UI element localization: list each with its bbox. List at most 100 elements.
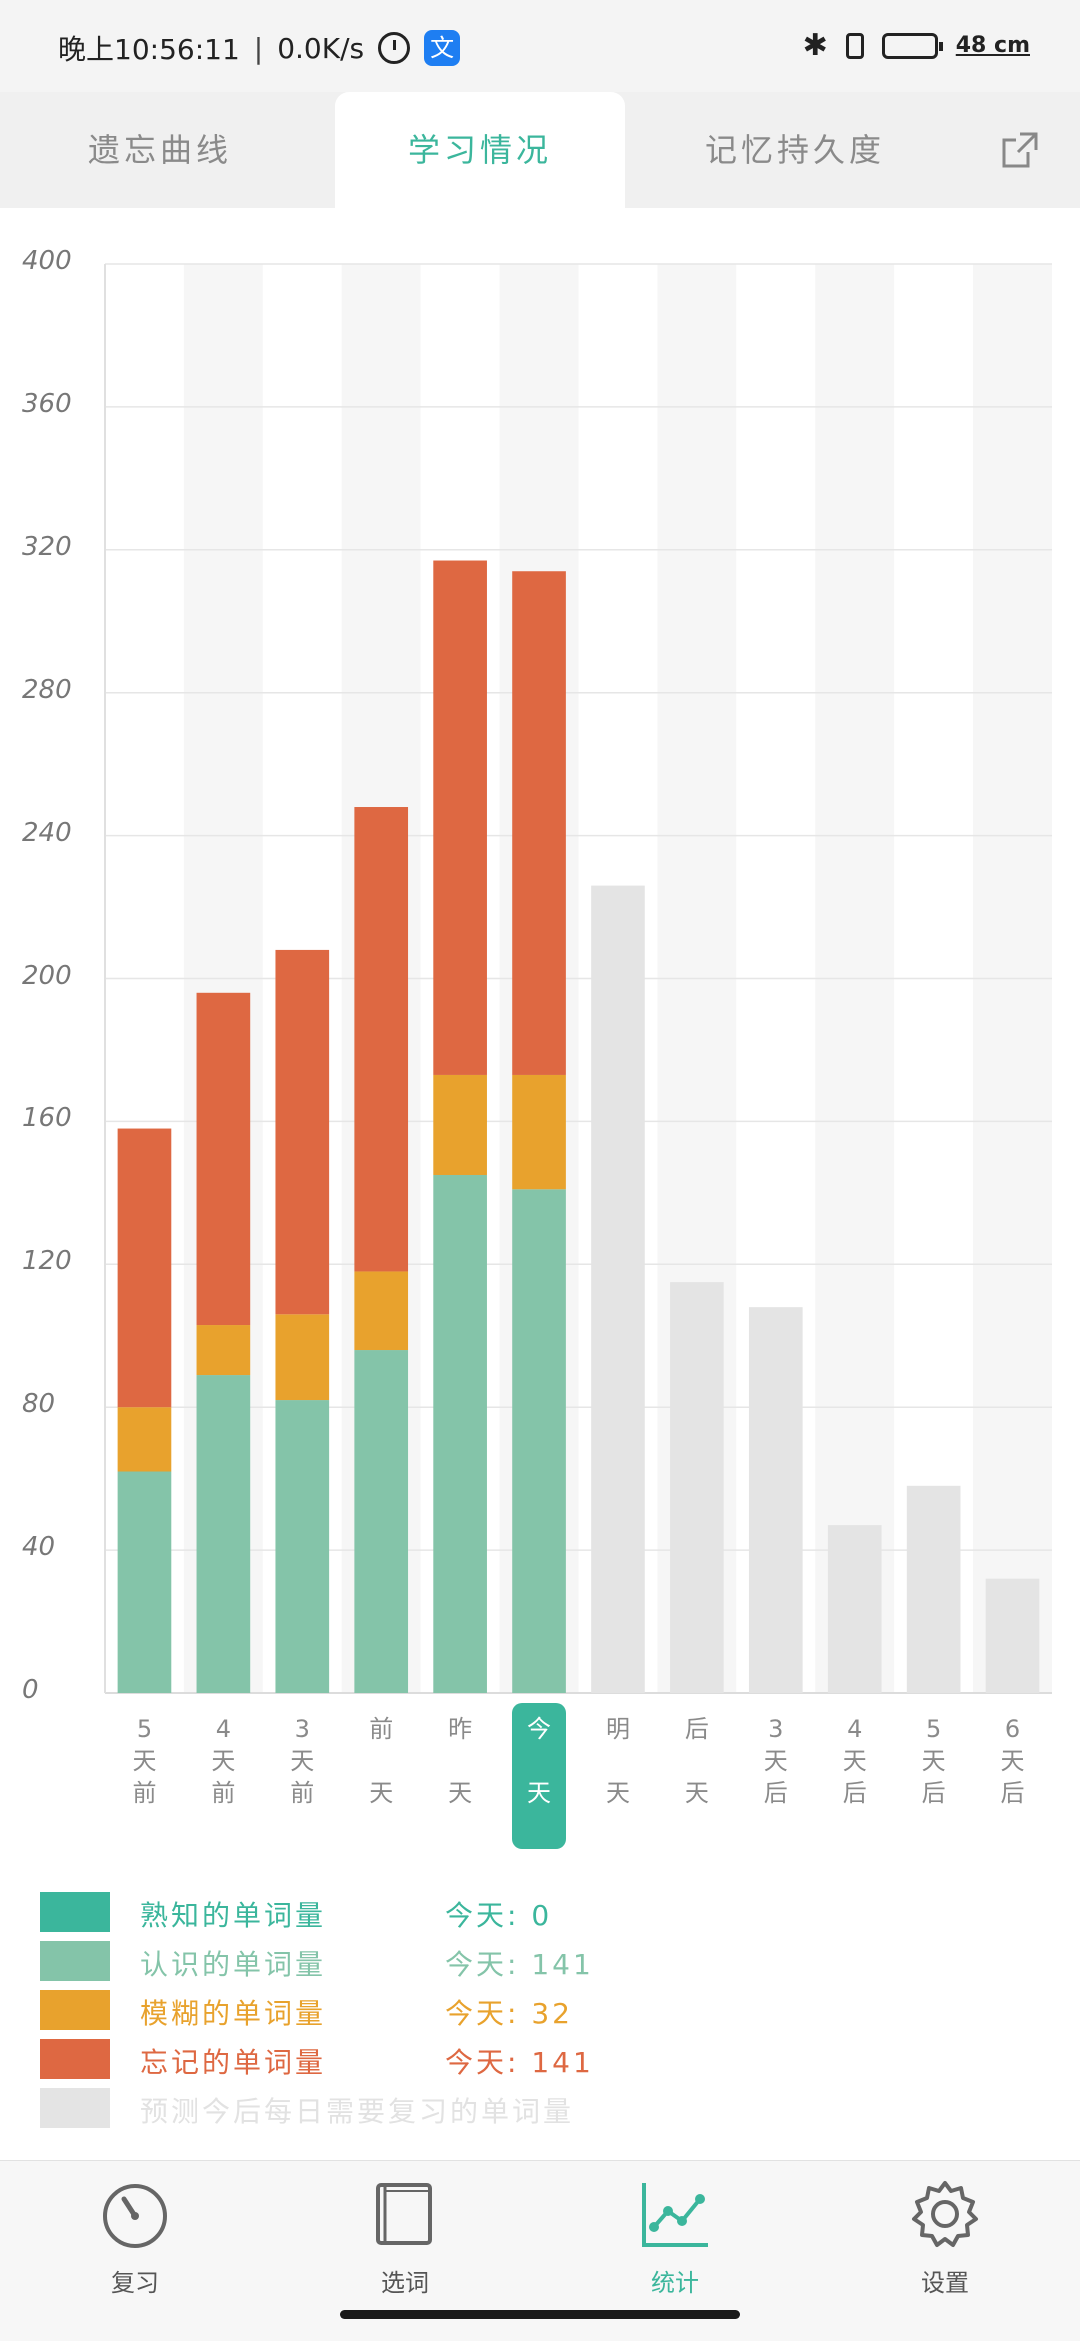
bar-segment-5	[906, 1485, 961, 1693]
y-tick-label: 200	[22, 960, 72, 991]
legend-row: 熟知的单词量 今天: 0	[40, 1892, 1040, 1936]
bar-segment-3	[512, 1074, 566, 1190]
bar-segment-4	[196, 992, 251, 1326]
x-tick-char: 天	[211, 1747, 236, 1775]
x-tick-char: 后	[1000, 1779, 1025, 1807]
bar-segment-2	[117, 1471, 172, 1693]
bar-segment-2	[196, 1375, 251, 1693]
legend-today-value: 今天: 0	[445, 1899, 553, 1932]
legend-label: 模糊的单词量	[140, 1997, 327, 2030]
bar-segment-5	[591, 885, 645, 1693]
y-tick-label: 0	[22, 1675, 39, 1705]
share-icon[interactable]	[1000, 130, 1040, 170]
bar-segment-2	[354, 1350, 409, 1693]
x-tick-char: 前	[369, 1715, 394, 1743]
y-tick-label: 120	[22, 1246, 72, 1277]
gauge-icon	[103, 2184, 167, 2248]
x-tick-label[interactable]: 后天	[670, 1703, 724, 1849]
bar-segment-4	[117, 1128, 172, 1408]
x-tick-char: 天	[369, 1779, 394, 1807]
x-tick-label[interactable]: 6 天后	[986, 1703, 1040, 1849]
legend-swatch	[40, 1941, 110, 1981]
legend-label: 熟知的单词量	[140, 1899, 327, 1932]
x-tick-char: 天	[132, 1747, 157, 1775]
x-tick-char: 天	[448, 1779, 473, 1807]
bar-segment-3	[433, 1074, 487, 1175]
x-tick-label[interactable]: 3 天前	[275, 1703, 329, 1849]
x-tick-label[interactable]: 今天	[512, 1703, 567, 1849]
x-tick-char: 6	[1004, 1715, 1021, 1743]
legend-today-value: 今天: 32	[445, 1997, 573, 2030]
legend-swatch	[40, 2088, 110, 2128]
x-tick-label[interactable]: 前天	[354, 1703, 408, 1849]
chart-svg	[104, 263, 1052, 1694]
x-tick-label[interactable]: 昨天	[433, 1703, 487, 1849]
x-tick-label[interactable]: 3 天后	[749, 1703, 803, 1849]
y-tick-label: 280	[22, 674, 72, 705]
x-tick-char: 天	[527, 1779, 552, 1807]
app-badge-icon: 文	[424, 30, 461, 66]
x-tick-label[interactable]: 5 天前	[117, 1703, 171, 1849]
x-tick-label[interactable]: 明天	[591, 1703, 645, 1849]
nav-review-label: 复习	[111, 2269, 159, 2297]
x-tick-char: 前	[132, 1779, 157, 1807]
nav-select-words[interactable]: 选词	[325, 2179, 485, 2298]
tab-study-status[interactable]: 学习情况	[335, 92, 625, 208]
x-tick-char: 后	[842, 1779, 867, 1807]
x-tick-char: 前	[290, 1779, 315, 1807]
legend-swatch	[40, 2039, 110, 2079]
x-tick-label[interactable]: 5 天后	[907, 1703, 961, 1849]
bar-segment-5	[670, 1282, 724, 1693]
book-icon	[376, 2183, 432, 2245]
x-tick-char: 后	[921, 1779, 946, 1807]
nav-settings-label: 设置	[921, 2269, 969, 2297]
bar-segment-5	[985, 1578, 1040, 1693]
bar-segment-3	[196, 1325, 251, 1376]
legend-label: 预测今后每日需要复习的单词量	[140, 2095, 575, 2128]
legend-row: 认识的单词量 今天: 141	[40, 1941, 1040, 1985]
legend-label: 认识的单词量	[140, 1948, 327, 1981]
x-tick-char: 天	[842, 1747, 867, 1775]
bar-segment-5	[748, 1307, 803, 1693]
x-tick-char: 天	[1000, 1747, 1025, 1775]
x-tick-char: 前	[211, 1779, 236, 1807]
legend-swatch	[40, 1892, 110, 1932]
y-tick-label: 320	[22, 531, 72, 562]
y-tick-label: 40	[22, 1532, 56, 1563]
x-tick-char: 5	[925, 1715, 942, 1743]
bar-segment-4	[275, 949, 330, 1315]
legend-today-value: 今天: 141	[445, 1948, 594, 1981]
x-tick-char: 3	[768, 1715, 784, 1743]
nav-select-words-label: 选词	[381, 2269, 429, 2297]
bar-segment-3	[117, 1407, 172, 1472]
x-tick-char: 天	[684, 1779, 709, 1807]
y-tick-label: 400	[22, 246, 72, 276]
x-tick-char: 天	[921, 1747, 946, 1775]
x-tick-char: 天	[763, 1747, 788, 1775]
tab-forgetting-curve[interactable]: 遗忘曲线	[87, 131, 232, 169]
x-tick-char: 4	[847, 1715, 863, 1743]
nav-review[interactable]: 复习	[55, 2179, 215, 2298]
tab-memory-durability[interactable]: 记忆持久度	[704, 131, 885, 169]
legend-swatch	[40, 1990, 110, 2030]
y-tick-label: 80	[22, 1389, 56, 1420]
x-tick-label[interactable]: 4 天后	[828, 1703, 882, 1849]
battery-icon	[881, 32, 943, 59]
nav-settings[interactable]: 设置	[865, 2179, 1025, 2298]
bar-segment-2	[512, 1189, 566, 1693]
nav-statistics[interactable]: 统计	[595, 2179, 755, 2298]
clock-text: 晚上10:56:11	[58, 33, 240, 66]
home-indicator[interactable]	[340, 2310, 740, 2319]
x-tick-char: 4	[215, 1715, 232, 1743]
legend-label: 忘记的单词量	[140, 2046, 327, 2079]
tab-bar: 遗忘曲线 学习情况 记忆持久度	[0, 92, 1080, 208]
bar-segment-2	[275, 1400, 330, 1693]
x-tick-label[interactable]: 4 天前	[196, 1703, 250, 1849]
x-tick-char: 明	[605, 1715, 630, 1743]
x-tick-char: 昨	[448, 1715, 473, 1743]
net-speed: 0.0K/s	[277, 31, 365, 65]
x-tick-char: 后	[684, 1715, 709, 1743]
bar-segment-2	[433, 1174, 487, 1693]
bar-segment-4	[433, 560, 487, 1075]
